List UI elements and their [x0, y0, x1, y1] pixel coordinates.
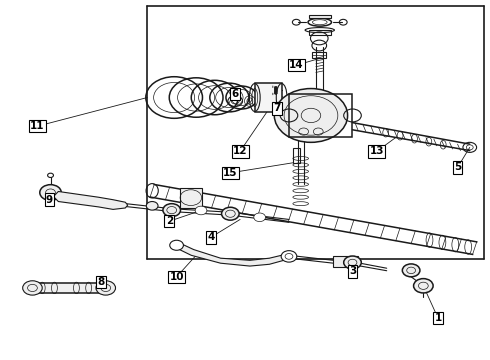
Circle shape	[40, 185, 61, 201]
Circle shape	[254, 213, 266, 222]
Circle shape	[343, 256, 361, 269]
Text: 7: 7	[273, 103, 280, 113]
Circle shape	[414, 279, 433, 293]
Circle shape	[163, 204, 180, 217]
Bar	[309, 15, 331, 18]
Text: 8: 8	[97, 277, 104, 287]
Bar	[293, 148, 300, 163]
Polygon shape	[53, 192, 128, 210]
Text: 3: 3	[349, 266, 356, 276]
Bar	[309, 31, 331, 35]
Text: 11: 11	[30, 121, 45, 131]
Circle shape	[274, 89, 347, 142]
Text: 12: 12	[233, 146, 247, 156]
Circle shape	[402, 264, 420, 277]
Circle shape	[274, 91, 277, 93]
Circle shape	[96, 281, 116, 295]
Bar	[180, 188, 201, 208]
Circle shape	[147, 202, 158, 210]
Circle shape	[274, 86, 277, 89]
Circle shape	[23, 281, 42, 295]
Text: 10: 10	[170, 272, 184, 282]
Bar	[255, 83, 282, 112]
Text: 4: 4	[207, 232, 215, 242]
Circle shape	[48, 173, 53, 177]
Circle shape	[170, 240, 183, 250]
Circle shape	[274, 92, 277, 94]
Text: 2: 2	[166, 216, 173, 226]
Text: 9: 9	[46, 195, 53, 205]
Circle shape	[274, 88, 277, 90]
Bar	[32, 283, 106, 293]
Text: 15: 15	[223, 168, 238, 178]
Text: 6: 6	[232, 89, 239, 99]
Polygon shape	[176, 243, 289, 266]
Circle shape	[274, 89, 277, 91]
Bar	[289, 94, 352, 137]
Text: 1: 1	[434, 313, 441, 323]
Bar	[333, 256, 358, 267]
Text: 5: 5	[454, 162, 461, 172]
Text: 13: 13	[369, 146, 384, 156]
Circle shape	[221, 207, 239, 220]
Bar	[313, 51, 326, 58]
Circle shape	[195, 206, 207, 215]
Circle shape	[281, 251, 297, 262]
Text: 14: 14	[289, 60, 304, 70]
